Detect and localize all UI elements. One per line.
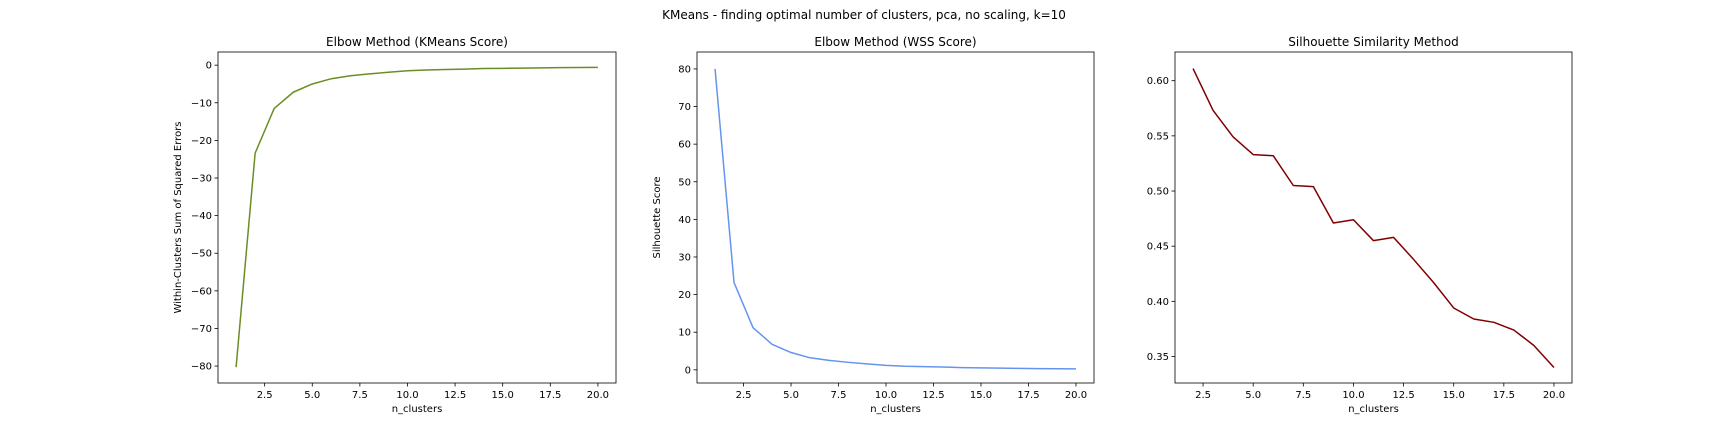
- y-tick-label: 70: [678, 102, 691, 113]
- series-line: [1192, 68, 1555, 369]
- x-tick-label: 10.0: [875, 390, 897, 401]
- x-tick-label: 5.0: [783, 390, 799, 401]
- x-axis-label: n_clusters: [392, 404, 443, 415]
- x-tick-label: 20.0: [1543, 390, 1565, 401]
- x-tick-label: 5.0: [1245, 390, 1261, 401]
- x-tick-label: 10.0: [396, 390, 418, 401]
- y-tick-label: 20: [678, 290, 691, 301]
- y-tick-label: 40: [678, 215, 691, 226]
- x-tick-label: 15.0: [492, 390, 514, 401]
- x-tick-label: 12.5: [444, 390, 466, 401]
- y-tick-label: 60: [678, 140, 691, 151]
- x-tick-label: 15.0: [1443, 390, 1465, 401]
- y-tick-label: 0.40: [1147, 297, 1169, 308]
- y-tick-label: −30: [191, 174, 212, 185]
- x-tick-label: 20.0: [1065, 390, 1087, 401]
- y-tick-label: 80: [678, 64, 691, 75]
- y-tick-label: 30: [678, 252, 691, 263]
- x-tick-label: 17.5: [539, 390, 561, 401]
- x-tick-label: 7.5: [352, 390, 368, 401]
- x-tick-label: 12.5: [922, 390, 944, 401]
- subplot-kmeans-score: 2.5 5.0 7.5 10.0 12.5 15.0 17.5 20.0 0 −10 −20 −30 −…: [173, 35, 617, 415]
- y-tick-label: 0.50: [1147, 187, 1169, 198]
- y-tick-label: 0.35: [1147, 352, 1169, 363]
- x-tick-label: 2.5: [257, 390, 273, 401]
- y-tick-label: −80: [191, 362, 212, 373]
- y-tick-label: −60: [191, 286, 212, 297]
- y-tick-label: −10: [191, 98, 212, 109]
- axes-frame: [217, 51, 617, 384]
- series-line: [235, 66, 598, 368]
- y-tick-label: −70: [191, 324, 212, 335]
- y-tick-label: 0: [685, 365, 691, 376]
- x-tick-label: 5.0: [304, 390, 320, 401]
- y-tick-label: −20: [191, 136, 212, 147]
- y-tick-label: 10: [678, 328, 691, 339]
- y-tick-label: −50: [191, 249, 212, 260]
- y-tick-label: −40: [191, 211, 212, 222]
- x-tick-label: 20.0: [587, 390, 609, 401]
- y-tick-label: 0: [206, 61, 212, 72]
- x-tick-label: 17.5: [1493, 390, 1515, 401]
- x-tick-label: 7.5: [831, 390, 847, 401]
- x-tick-label: 7.5: [1295, 390, 1311, 401]
- axes-title: Elbow Method (WSS Score): [814, 35, 976, 49]
- x-axis-label: n_clusters: [870, 404, 921, 415]
- series-line: [714, 68, 1076, 370]
- subplot-wss-score: 2.5 5.0 7.5 10.0 12.5 15.0 17.5 20.0 0 10 20 30 40 50…: [652, 35, 1095, 415]
- subplot-silhouette: 2.5 5.0 7.5 10.0 12.5 15.0 17.5 20.0 0.35 0.40 0.4…: [1147, 35, 1573, 415]
- axes-title: Elbow Method (KMeans Score): [326, 35, 508, 49]
- axes-frame: [696, 51, 1095, 384]
- y-axis-label: Within-Clusters Sum of Squared Errors: [173, 121, 184, 313]
- x-tick-label: 10.0: [1342, 390, 1364, 401]
- x-tick-label: 15.0: [970, 390, 992, 401]
- axes-title: Silhouette Similarity Method: [1288, 35, 1458, 49]
- y-tick-label: 0.45: [1147, 242, 1169, 253]
- x-axis-label: n_clusters: [1348, 404, 1399, 415]
- axes-frame: [1174, 51, 1573, 384]
- x-tick-label: 17.5: [1017, 390, 1039, 401]
- y-axis-label: Silhouette Score: [652, 176, 663, 258]
- x-tick-label: 2.5: [736, 390, 752, 401]
- y-tick-label: 50: [678, 177, 691, 188]
- x-tick-label: 12.5: [1392, 390, 1414, 401]
- figure-suptitle: KMeans - finding optimal number of clust…: [662, 8, 1066, 22]
- x-tick-label: 2.5: [1195, 390, 1211, 401]
- y-tick-label: 0.60: [1147, 76, 1169, 87]
- y-tick-label: 0.55: [1147, 131, 1169, 142]
